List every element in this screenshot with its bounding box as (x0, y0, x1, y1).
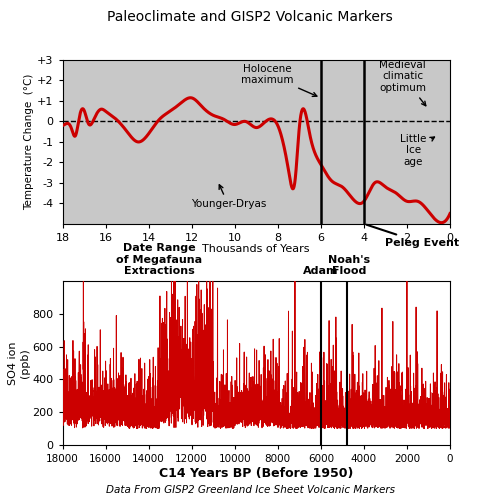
Text: Peleg Event: Peleg Event (366, 224, 460, 248)
X-axis label: Thousands of Years: Thousands of Years (202, 244, 310, 254)
Text: Data From GISP2 Greenland Ice Sheet Volcanic Markers: Data From GISP2 Greenland Ice Sheet Volc… (106, 485, 395, 495)
Text: Noah's
Flood: Noah's Flood (328, 254, 370, 276)
Text: Younger-Dryas: Younger-Dryas (190, 185, 266, 210)
Text: Date Range
of Megafauna
Extractions: Date Range of Megafauna Extractions (116, 243, 202, 276)
Text: Holocene
maximum: Holocene maximum (241, 64, 317, 96)
Y-axis label: Temperature Change  (°C): Temperature Change (°C) (24, 74, 34, 210)
Text: Paleoclimate and GISP2 Volcanic Markers: Paleoclimate and GISP2 Volcanic Markers (107, 10, 393, 24)
Y-axis label: SO4 ion
(ppb): SO4 ion (ppb) (8, 342, 30, 385)
Text: Little
Ice
age: Little Ice age (400, 134, 434, 166)
Text: Adam: Adam (303, 266, 338, 276)
Text: Medieval
climatic
optimum: Medieval climatic optimum (379, 60, 426, 106)
X-axis label: C14 Years BP (Before 1950): C14 Years BP (Before 1950) (159, 467, 354, 480)
